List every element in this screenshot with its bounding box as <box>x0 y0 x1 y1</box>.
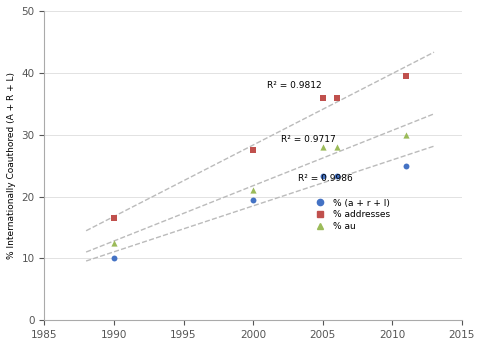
Text: R² = 0.9717: R² = 0.9717 <box>281 135 335 144</box>
Point <box>110 215 118 221</box>
Legend: % (a + r + l), % addresses, % au: % (a + r + l), % addresses, % au <box>308 195 394 235</box>
Text: R² = 0.9986: R² = 0.9986 <box>298 174 352 183</box>
Point <box>319 144 326 150</box>
Point <box>249 197 257 202</box>
Point <box>249 147 257 153</box>
Text: R² = 0.9812: R² = 0.9812 <box>267 81 321 90</box>
Point <box>333 173 340 178</box>
Point <box>402 132 410 137</box>
Point <box>402 163 410 168</box>
Point <box>402 73 410 79</box>
Point <box>249 188 257 193</box>
Point <box>333 144 340 150</box>
Y-axis label: % Internationally Coauthored (A + R + L): % Internationally Coauthored (A + R + L) <box>7 72 16 259</box>
Point <box>110 255 118 261</box>
Point <box>333 95 340 100</box>
Point <box>319 173 326 178</box>
Point <box>110 240 118 246</box>
Point <box>319 95 326 100</box>
